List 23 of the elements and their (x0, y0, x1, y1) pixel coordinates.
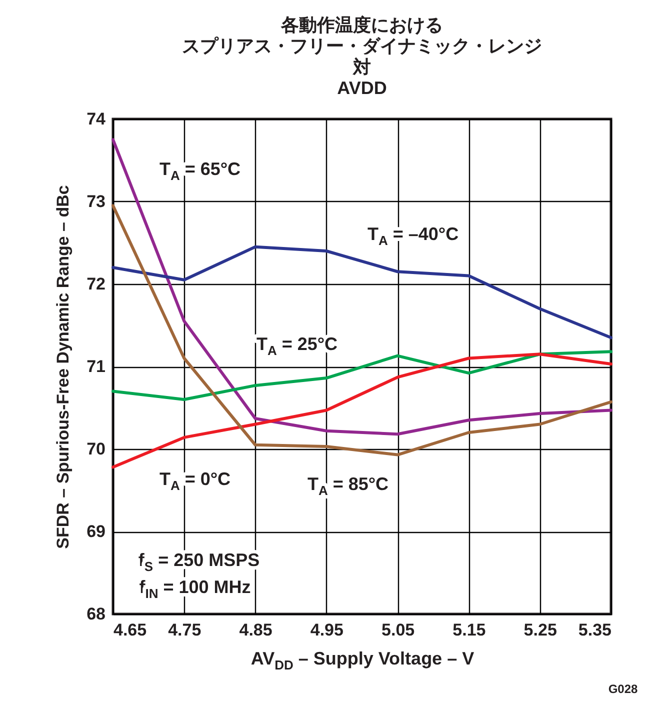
x-tick-label: 5.15 (452, 620, 486, 640)
y-tick-label: 70 (86, 440, 106, 458)
y-tick-label: 68 (86, 604, 106, 624)
series-label: T$_{A}$ = 65°C (159, 159, 241, 182)
chart-title: 各動作温度におけるスプリアス・フリー・ダイナミック・レンジ対AVDD (182, 15, 542, 98)
line-series (112, 204, 612, 456)
y-tick-label: 74 (86, 110, 106, 128)
series-label: T$_{A}$ = 0°C (159, 469, 231, 492)
x-tick-label: 4.75 (168, 620, 202, 640)
y-tick-label: 71 (86, 357, 106, 376)
y-tick-label: 73 (86, 192, 106, 211)
y-tick-label: 69 (86, 522, 106, 541)
y-tick-label: 72 (86, 274, 106, 294)
x-tick-label: 5.05 (382, 620, 415, 640)
x-tick-label: 4.95 (310, 620, 344, 640)
x-axis-title: AV$_{DD}$ – Supply Voltage – V (250, 648, 474, 672)
y-axis-title: SFDR – Spurious-Free Dynamic Range – dBc (54, 185, 73, 549)
x-tick-label: 4.65 (114, 620, 147, 640)
x-tick-label: 5.35 (578, 620, 612, 640)
text: G028 (608, 682, 638, 696)
line-series (112, 138, 612, 436)
x-tick-label: 4.85 (239, 620, 272, 640)
x-tick-label: 5.25 (524, 620, 557, 640)
